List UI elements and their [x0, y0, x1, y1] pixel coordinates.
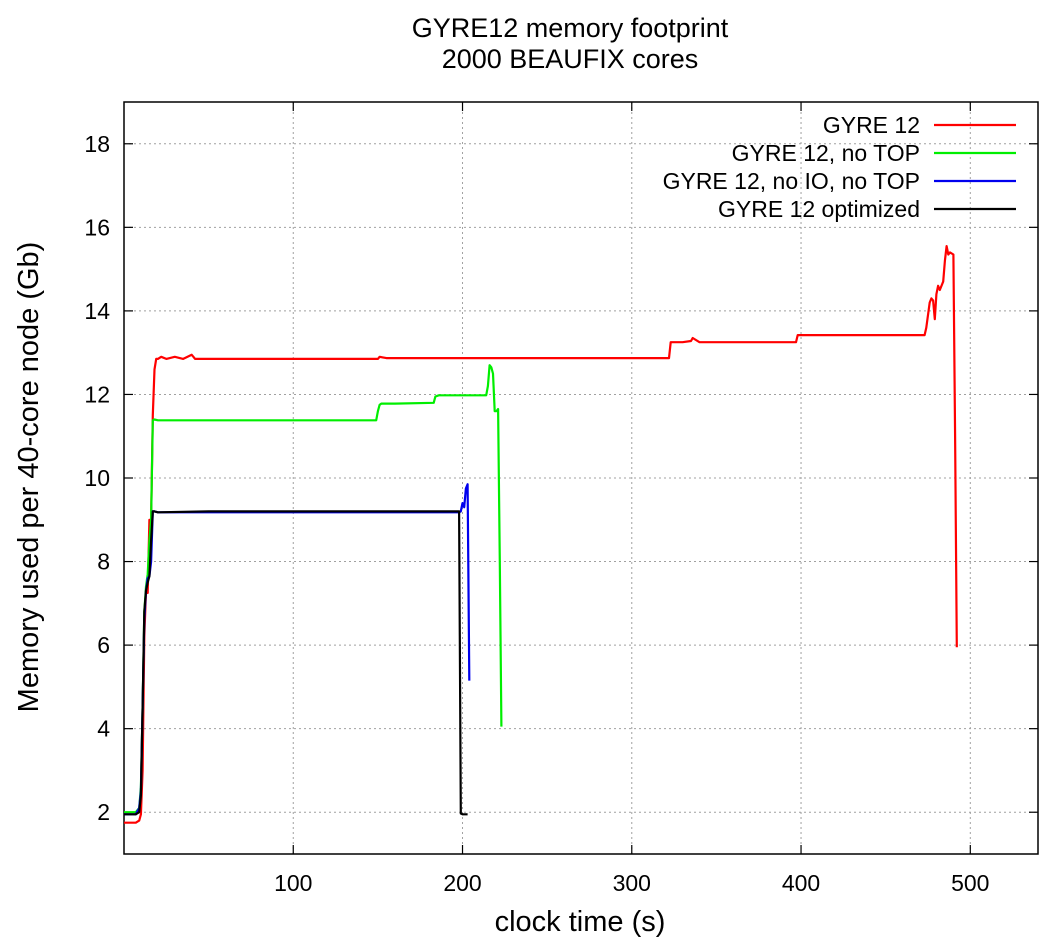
y-tick-label: 10 — [84, 465, 110, 491]
chart-subtitle: 2000 BEAUFIX cores — [442, 44, 699, 74]
series-line-gyre-12-optimized — [124, 510, 468, 816]
x-tick-label: 200 — [443, 870, 481, 896]
legend-label: GYRE 12, no TOP — [732, 140, 920, 166]
x-axis-label: clock time (s) — [495, 906, 666, 938]
legend-label: GYRE 12, no IO, no TOP — [663, 168, 920, 194]
legend-label: GYRE 12 — [823, 112, 920, 138]
chart-title: GYRE12 memory footprint — [412, 13, 729, 43]
axis-ticks: 100 200 300 400 500 2 4 6 8 10 12 14 16 18 — [84, 102, 1038, 896]
y-tick-label: 16 — [84, 214, 110, 240]
x-tick-label: 400 — [782, 870, 820, 896]
grid-lines — [124, 102, 1038, 854]
series-line-gyre-12-no-io-no-top — [124, 483, 471, 816]
y-tick-label: 6 — [97, 632, 110, 658]
x-tick-label: 500 — [951, 870, 989, 896]
series-line-gyre-12 — [124, 245, 958, 824]
y-tick-label: 12 — [84, 381, 110, 407]
series-line-gyre-12-no-top — [124, 364, 503, 814]
x-tick-label: 100 — [274, 870, 312, 896]
y-tick-label: 4 — [97, 716, 110, 742]
y-tick-label: 14 — [84, 298, 110, 324]
series-lines — [124, 245, 958, 824]
y-tick-label: 8 — [97, 549, 110, 575]
y-tick-label: 18 — [84, 131, 110, 157]
y-axis-label: Memory used per 40-core node (Gb) — [13, 242, 45, 713]
x-tick-label: 300 — [613, 870, 651, 896]
legend-label: GYRE 12 optimized — [718, 196, 920, 222]
y-tick-label: 2 — [97, 799, 110, 825]
